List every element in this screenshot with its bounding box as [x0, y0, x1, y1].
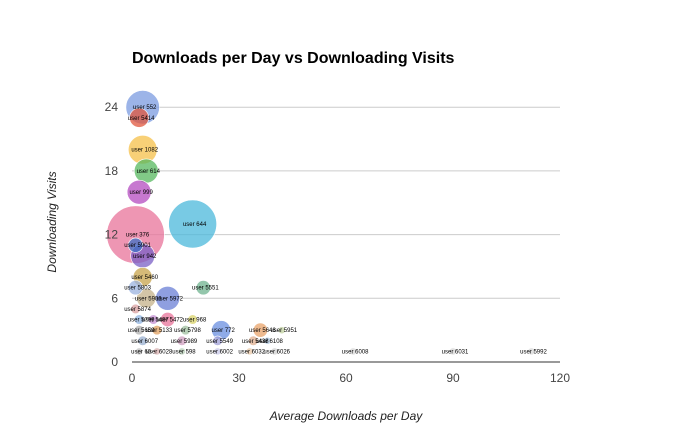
bubble-series — [106, 90, 536, 356]
bubble — [148, 314, 159, 325]
bubble — [180, 325, 191, 336]
bubble-label: user 999 — [129, 190, 153, 196]
bubble-label: user 598 — [172, 349, 196, 355]
bubble-label: user 5472 — [156, 318, 183, 324]
bubble — [129, 107, 150, 128]
bubble — [128, 280, 144, 296]
bubble-label: user 5438 — [242, 339, 269, 345]
bubble-label: user 942 — [133, 254, 157, 260]
bubble — [349, 347, 358, 356]
bubble-label: user 5972 — [156, 296, 183, 302]
bubble — [252, 322, 268, 338]
bubble — [128, 237, 144, 253]
bubble-label: user 6032 — [238, 349, 265, 355]
bubble — [195, 280, 211, 296]
bubble — [134, 325, 145, 336]
bubble — [187, 314, 198, 325]
bubble-label: user 5992 — [520, 349, 547, 355]
bubble-label: user 6002 — [206, 349, 233, 355]
bubble-label: user 5133 — [146, 328, 173, 334]
bubble-label: user 5874 — [124, 307, 151, 313]
bubble-label: user 6031 — [442, 349, 469, 355]
bubble — [151, 325, 163, 336]
y-axis-title: Downloading Visits — [45, 171, 59, 272]
bubble-label: user 5799 — [128, 318, 155, 324]
x-tick-label: 0 — [129, 371, 136, 385]
x-axis-ticks: 0 30 60 90 120 — [129, 371, 571, 385]
bubble — [136, 288, 157, 309]
bubble-label: user 5798 — [174, 328, 201, 334]
x-tick-label: 60 — [339, 371, 353, 385]
bubble-label: user 968 — [183, 318, 207, 324]
x-tick-label: 30 — [232, 371, 246, 385]
bubble — [527, 347, 536, 356]
bubble-label: user 1082 — [131, 148, 158, 154]
bubble-label: user 5951 — [270, 328, 297, 334]
bubble-label: user 5659 — [128, 328, 155, 334]
bubble-label: user 5460 — [131, 275, 158, 281]
y-tick-label: 24 — [105, 100, 119, 114]
bubble — [134, 314, 145, 325]
x-tick-label: 90 — [446, 371, 460, 385]
x-tick-label: 120 — [550, 371, 570, 385]
bubble — [168, 199, 217, 249]
bubble-label: user 5989 — [171, 339, 198, 345]
bubble — [160, 312, 176, 328]
y-tick-label: 6 — [111, 291, 118, 305]
bubble-label: user 6026 — [263, 349, 290, 355]
bubble — [248, 335, 259, 346]
bubble-label: user 5906 — [135, 296, 162, 302]
bubble — [213, 347, 222, 356]
bubble-label: user 60 — [131, 349, 152, 355]
bubble-label: user 5407 — [142, 318, 169, 324]
y-tick-label: 12 — [105, 228, 119, 242]
y-tick-label: 18 — [105, 164, 119, 178]
bubble — [153, 347, 161, 356]
bubble — [130, 303, 141, 315]
y-axis-ticks: 0 6 12 18 24 — [105, 100, 119, 369]
bubble-label: user 376 — [126, 233, 150, 239]
bubble — [270, 347, 279, 356]
bubble-label: user 6108 — [256, 339, 283, 345]
bubble-label: user 552 — [133, 105, 157, 111]
bubble — [137, 335, 148, 346]
bubble — [176, 335, 188, 346]
bubble-labels: user 552 user 5414 user 1082 user 614 user 9… — [124, 105, 547, 355]
bubble — [449, 347, 457, 356]
bubble — [126, 179, 152, 205]
chart-title: Downloads per Day vs Downloading Visits — [132, 50, 455, 67]
bubble-label: user 5414 — [128, 116, 155, 122]
bubble — [178, 347, 186, 356]
bubble-label: user 644 — [183, 222, 207, 228]
bubble-label: user 5646 — [249, 328, 276, 334]
x-axis-title: Average Downloads per Day — [269, 409, 424, 423]
bubble — [245, 347, 254, 356]
bubble-label: user 6008 — [342, 349, 369, 355]
bubble-label: user 772 — [211, 328, 235, 334]
bubble-label: user 6028 — [146, 349, 173, 355]
bubble — [263, 336, 272, 345]
bubble — [135, 347, 144, 356]
bubble-label: user 6007 — [131, 339, 158, 345]
y-tick-label: 0 — [111, 355, 118, 369]
bubble — [212, 335, 223, 346]
bubble — [277, 326, 286, 335]
bubble-label: user 5901 — [124, 243, 151, 249]
bubble-label: user 5803 — [124, 286, 151, 292]
bubble-label: user 5551 — [192, 286, 219, 292]
bubble-label: user 5549 — [206, 339, 233, 345]
bubble-label: user 614 — [137, 169, 161, 175]
